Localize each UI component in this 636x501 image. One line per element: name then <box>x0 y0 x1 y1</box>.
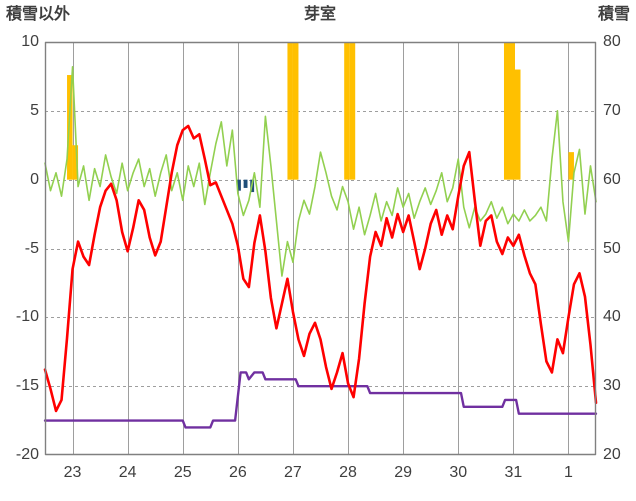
x-axis-label: 26 <box>228 464 247 481</box>
x-axis-label: 27 <box>284 464 302 481</box>
left-axis-tick: -15 <box>15 377 39 395</box>
left-axis-tick: 5 <box>30 101 39 119</box>
right-axis-tick: 80 <box>603 33 621 50</box>
left-axis-tick: -20 <box>15 446 39 463</box>
left-axis-tick: 0 <box>30 170 39 188</box>
right-axis-tick: 40 <box>603 308 621 326</box>
x-axis-label: 28 <box>339 464 357 481</box>
right-axis-tick: 50 <box>603 239 621 257</box>
x-axis-label: 23 <box>63 464 82 481</box>
right-axis-tick: 30 <box>603 377 621 395</box>
left-axis-tick: -10 <box>15 308 39 326</box>
x-axis-label: 1 <box>563 464 573 481</box>
x-axis-label: 25 <box>173 464 192 481</box>
x-axis-label: 24 <box>118 464 137 481</box>
x-axis-label: 29 <box>394 464 413 481</box>
right-axis-tick: 20 <box>603 446 621 463</box>
x-axis-label: 31 <box>504 464 523 481</box>
right-axis-tick: 70 <box>603 101 621 119</box>
left-axis-tick: 10 <box>21 33 39 50</box>
x-axis-label: 30 <box>449 464 468 481</box>
right-axis-tick: 60 <box>603 170 621 188</box>
left-axis-tick: -5 <box>24 239 39 257</box>
